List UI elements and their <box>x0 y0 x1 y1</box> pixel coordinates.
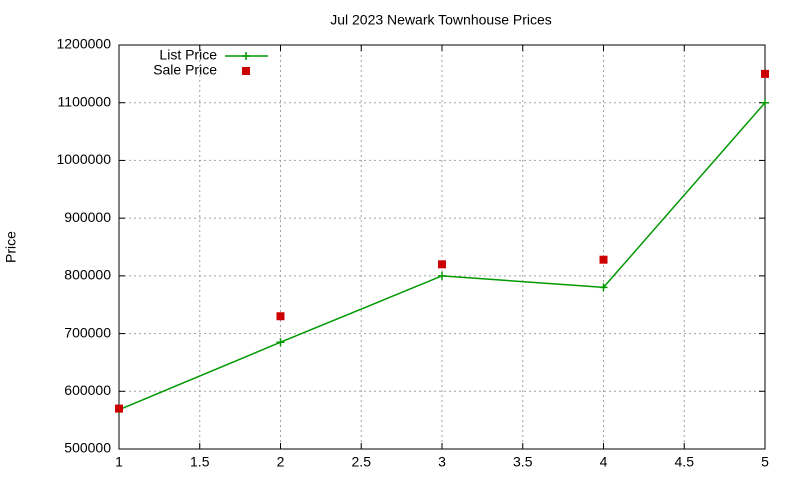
marker <box>276 312 285 321</box>
y-tick-label: 700000 <box>64 324 111 340</box>
legend-marker <box>242 67 250 75</box>
x-tick-label: 3.5 <box>513 454 533 470</box>
y-tick-label: 600000 <box>64 382 111 398</box>
y-tick-label: 1000000 <box>56 151 111 167</box>
x-tick-label: 5 <box>761 454 769 470</box>
x-tick-label: 4 <box>600 454 608 470</box>
x-tick-label: 2.5 <box>352 454 372 470</box>
y-tick-label: 900000 <box>64 209 111 225</box>
x-tick-label: 3 <box>438 454 446 470</box>
legend-marker <box>242 52 250 60</box>
legend-label: List Price <box>159 47 217 63</box>
x-tick-label: 1 <box>115 454 123 470</box>
plot-frame <box>118 44 766 450</box>
marker <box>761 69 769 78</box>
y-tick-label: 800000 <box>64 267 111 283</box>
x-tick-label: 1.5 <box>190 454 210 470</box>
marker <box>599 283 608 292</box>
y-tick-label: 1100000 <box>58 93 112 109</box>
marker <box>276 338 285 347</box>
y-axis-label: Price <box>3 231 19 263</box>
marker <box>761 98 769 107</box>
x-tick-label: 2 <box>277 454 285 470</box>
marker <box>438 260 446 269</box>
legend-label: Sale Price <box>153 62 217 78</box>
chart-title: Jul 2023 Newark Townhouse Prices <box>330 12 552 28</box>
x-tick-label: 4.5 <box>675 454 695 470</box>
y-tick-label: 500000 <box>64 440 111 456</box>
marker <box>438 271 446 280</box>
marker <box>599 255 608 264</box>
y-tick-label: 1200000 <box>56 36 111 52</box>
marker <box>115 404 123 413</box>
